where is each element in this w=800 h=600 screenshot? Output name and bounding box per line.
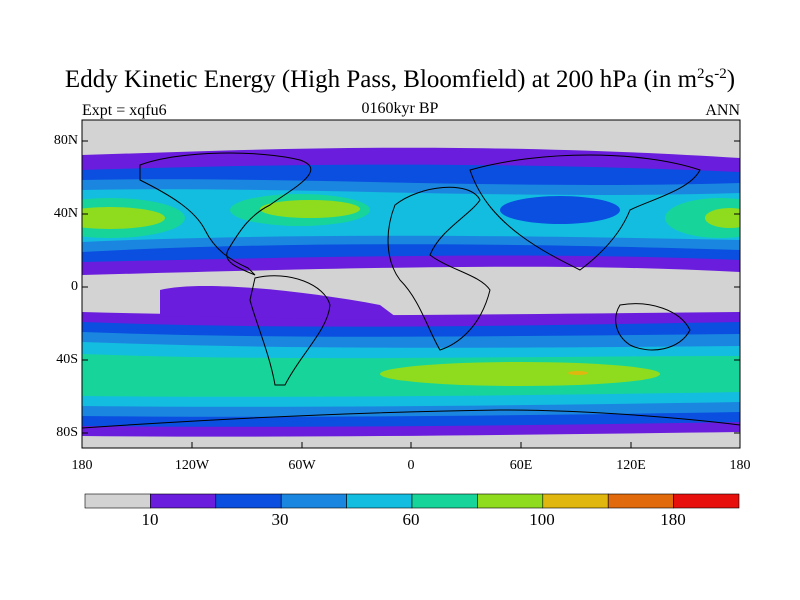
energy-field	[82, 120, 740, 448]
x-tick-60e: 60E	[509, 458, 533, 473]
colorbar-label-60: 60	[402, 510, 420, 529]
colorbar-swatch-5	[411, 493, 478, 509]
core-north-pacific-4	[705, 208, 740, 228]
colorbar-swatch-6	[477, 493, 544, 509]
y-tick-80s: 80S	[56, 425, 78, 440]
colorbar-swatch-2	[215, 493, 282, 509]
season-label: ANN	[705, 102, 740, 119]
x-tick-0: 0	[407, 458, 415, 473]
colorbar-swatch-4	[346, 493, 413, 509]
europe-africa-coast	[387, 186, 491, 351]
colorbar-label-180: 180	[660, 510, 686, 529]
antarctica-coast	[82, 409, 740, 429]
colorbar-label-100: 100	[529, 510, 555, 529]
north-america-coast	[139, 152, 312, 276]
colorbar-swatch-1	[150, 493, 217, 509]
colorbar-swatch-3	[280, 493, 347, 509]
coastlines	[82, 152, 740, 429]
colorbar-label-30: 30	[271, 510, 289, 529]
asia-coast	[469, 154, 701, 271]
core-north-atlantic-2	[260, 200, 360, 218]
colorbar	[84, 493, 740, 509]
south-america-coast	[249, 275, 331, 386]
x-tick-60w: 60W	[288, 458, 316, 473]
colorbar-swatch-9	[673, 493, 740, 509]
australia-coast	[615, 303, 691, 351]
colorbar-swatch-7	[542, 493, 609, 509]
experiment-label: Expt = xqfu6	[82, 102, 167, 119]
x-tick-180e: 180	[729, 458, 751, 473]
core-north-pacific-2	[665, 198, 740, 238]
core-south-max	[568, 371, 588, 375]
colorbar-swatch-8	[607, 493, 674, 509]
colorbar-label-10: 10	[141, 510, 159, 529]
tick-marks	[82, 140, 740, 448]
core-south-indian	[380, 362, 660, 386]
y-tick-0: 0	[71, 279, 78, 294]
x-tick-180w: 180	[71, 458, 93, 473]
subtitle: 0160kyr BP	[361, 100, 439, 117]
band-south-tongue	[160, 285, 400, 320]
y-tick-80n: 80N	[53, 133, 78, 148]
core-north-pacific-3	[82, 207, 165, 229]
y-tick-40n: 40N	[53, 206, 78, 221]
x-tick-120w: 120W	[174, 458, 210, 473]
core-asia	[500, 196, 620, 224]
y-tick-40s: 40S	[56, 352, 78, 367]
x-tick-120e: 120E	[616, 458, 646, 473]
page-title: Eddy Kinetic Energy (High Pass, Bloomfie…	[64, 66, 736, 93]
colorbar-swatch-0	[84, 493, 151, 509]
